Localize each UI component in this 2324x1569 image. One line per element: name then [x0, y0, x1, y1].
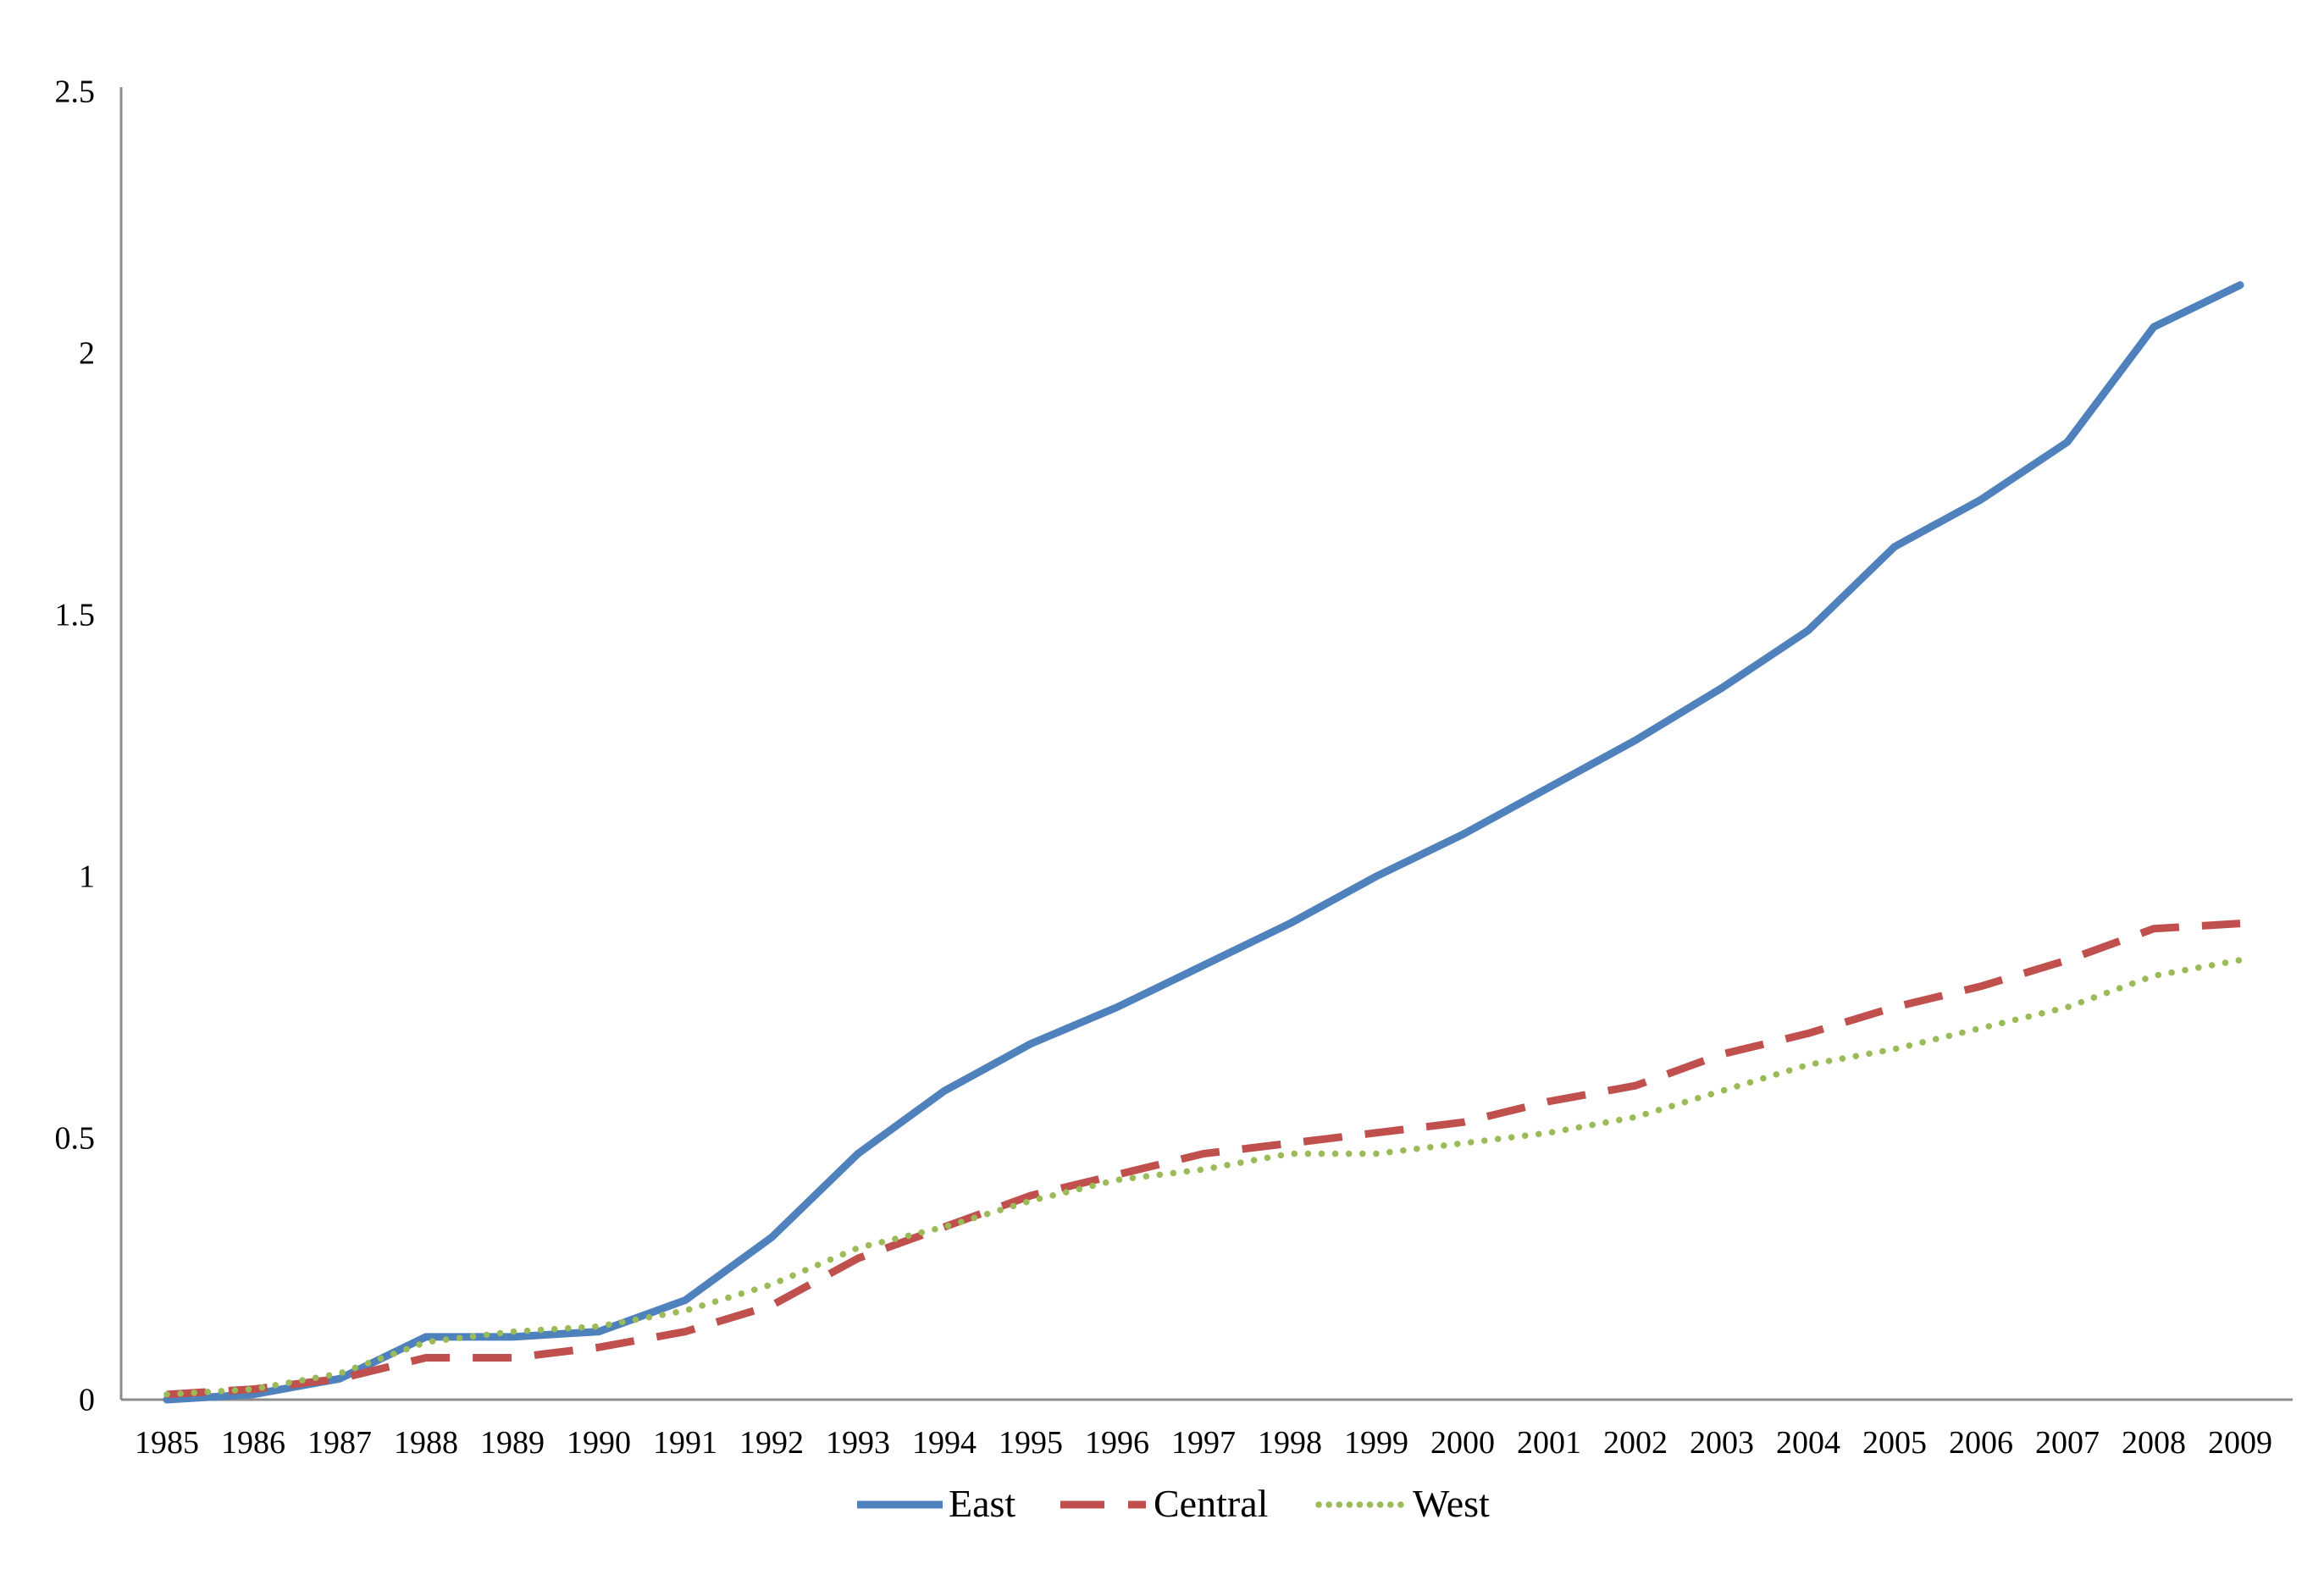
- x-tick-label: 1993: [826, 1425, 890, 1461]
- x-tick-label: 1992: [739, 1425, 804, 1461]
- series-line-central: [166, 920, 2241, 1399]
- x-tick-label: 1987: [307, 1425, 372, 1461]
- series-line-west: [163, 957, 2244, 1398]
- legend-item-west: West: [1315, 1482, 1490, 1525]
- x-tick-label: 2004: [1776, 1425, 1840, 1461]
- y-axis-tick-labels: 0 0.5 1 1.5 2 2.5: [55, 75, 96, 1418]
- x-tick-label: 1994: [912, 1425, 977, 1461]
- legend-label: Central: [1154, 1482, 1268, 1525]
- x-tick-label: 1998: [1258, 1425, 1322, 1461]
- legend-item-central: Central: [1060, 1482, 1268, 1525]
- x-tick-label: 2003: [1690, 1425, 1754, 1461]
- x-tick-label: 1997: [1171, 1425, 1236, 1461]
- x-tick-label: 2002: [1603, 1425, 1668, 1461]
- y-tick-label: 0: [79, 1383, 95, 1418]
- y-tick-label: 2.5: [55, 75, 96, 110]
- x-tick-label: 2006: [1949, 1425, 2013, 1461]
- x-tick-label: 2005: [1862, 1425, 1927, 1461]
- x-tick-label: 1996: [1085, 1425, 1149, 1461]
- y-tick-label: 0.5: [55, 1121, 96, 1157]
- y-tick-label: 2: [79, 336, 95, 372]
- series-line-east: [163, 281, 2244, 1404]
- x-tick-label: 2001: [1517, 1425, 1581, 1461]
- x-tick-label: 1990: [567, 1425, 631, 1461]
- legend-item-east: East: [857, 1482, 1015, 1525]
- x-tick-label: 1991: [653, 1425, 717, 1461]
- x-tick-label: 1985: [135, 1425, 199, 1461]
- y-tick-label: 1: [79, 859, 95, 895]
- x-tick-label: 2009: [2208, 1425, 2272, 1461]
- x-tick-label: 2000: [1430, 1425, 1495, 1461]
- y-tick-label: 1.5: [55, 598, 96, 633]
- x-tick-label: 1995: [999, 1425, 1063, 1461]
- x-axis-tick-labels: 1985 1986 1987 1988 1989 1990 1991 1992 1993 1994…: [135, 1425, 2272, 1461]
- x-tick-label: 2008: [2122, 1425, 2186, 1461]
- chart-series-lines: [163, 281, 2244, 1404]
- x-tick-label: 1989: [480, 1425, 545, 1461]
- legend-label: East: [949, 1482, 1015, 1525]
- x-tick-label: 1988: [394, 1425, 458, 1461]
- x-tick-label: 1999: [1344, 1425, 1408, 1461]
- x-tick-label: 2007: [2035, 1425, 2100, 1461]
- chart-legend: East Central West: [857, 1482, 1490, 1525]
- legend-label: West: [1413, 1482, 1490, 1525]
- x-tick-label: 1986: [221, 1425, 285, 1461]
